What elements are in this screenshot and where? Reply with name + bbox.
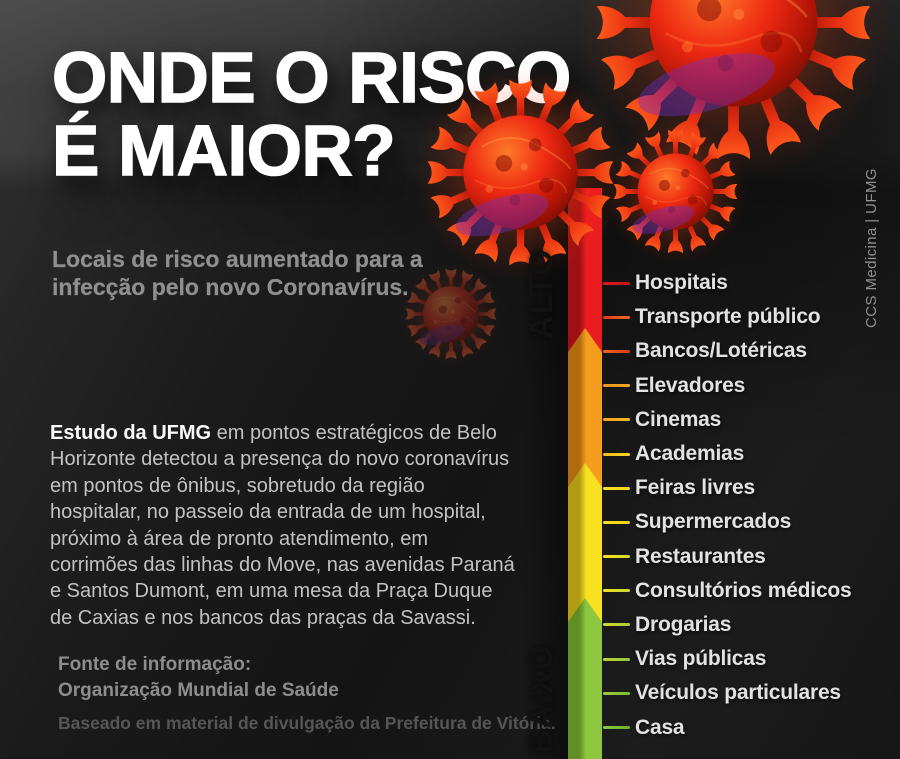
risk-location-label: Academias: [635, 442, 745, 466]
risk-list-item: Cinemas: [603, 403, 852, 437]
tick-mark-icon: [603, 418, 630, 422]
risk-bar-segment-medium-low: [568, 463, 602, 622]
tick-mark-icon: [603, 657, 630, 661]
tick-mark-icon: [603, 281, 630, 285]
risk-location-label: Feiras livres: [635, 476, 755, 500]
risk-list-item: Consultórios médicos: [603, 574, 852, 608]
tick-mark-icon: [603, 520, 630, 524]
risk-location-list: Hospitais Transporte público Bancos/Loté…: [603, 266, 852, 745]
risk-list-item: Vias públicas: [603, 642, 852, 676]
tick-mark-icon: [603, 623, 630, 627]
risk-bar-segment-medium-high: [568, 328, 602, 487]
risk-location-label: Vias públicas: [635, 647, 767, 671]
risk-list-item: Hospitais: [603, 266, 852, 300]
risk-list-item: Casa: [603, 710, 852, 744]
attribution-note: Baseado em material de divulgação da Pre…: [58, 713, 556, 733]
risk-list-item: Transporte público: [603, 300, 852, 334]
risk-list-item: Veículos particulares: [603, 676, 852, 710]
risk-list-item: Elevadores: [603, 369, 852, 403]
tick-mark-icon: [603, 726, 630, 730]
risk-list-item: Supermercados: [603, 505, 852, 539]
tick-mark-icon: [603, 315, 630, 319]
risk-location-label: Bancos/Lotéricas: [635, 339, 807, 363]
body-paragraph: Estudo da UFMG em pontos estratégicos de…: [50, 420, 520, 631]
tick-mark-icon: [603, 384, 630, 388]
tick-mark-icon: [603, 691, 630, 695]
body-text: em pontos estratégicos de Belo Horizonte…: [50, 422, 515, 629]
scale-low-label: BAIXO: [522, 644, 559, 754]
risk-location-label: Cinemas: [635, 407, 722, 431]
risk-location-label: Consultórios médicos: [635, 578, 852, 602]
scale-high-label: ALTO: [522, 248, 559, 340]
risk-location-label: Veículos particulares: [635, 681, 841, 705]
page-title-line2: É MAIOR?: [51, 112, 396, 192]
source-block: Fonte de informação: Organização Mundial…: [58, 652, 339, 703]
subtitle: Locais de risco aumentado para a infecçã…: [52, 246, 423, 300]
tick-mark-icon: [603, 452, 630, 456]
risk-list-item: Drogarias: [603, 608, 852, 642]
risk-list-item: Academias: [603, 437, 852, 471]
risk-location-label: Casa: [635, 715, 685, 739]
risk-bar-shadow: [522, 186, 568, 759]
tick-mark-icon: [603, 555, 630, 559]
tick-mark-icon: [603, 486, 630, 490]
tick-mark-icon: [603, 589, 630, 593]
risk-bar-segment-low: [568, 598, 602, 759]
credit-text: CCS Medicina | UFMG: [863, 168, 880, 328]
coronavirus-icon: [602, 118, 749, 265]
risk-location-label: Hospitais: [635, 271, 728, 295]
risk-location-label: Restaurantes: [635, 544, 766, 568]
risk-location-label: Transporte público: [635, 305, 821, 329]
risk-list-item: Restaurantes: [603, 540, 852, 574]
risk-list-item: Feiras livres: [603, 471, 852, 505]
risk-list-item: Bancos/Lotéricas: [603, 334, 852, 368]
tick-mark-icon: [603, 349, 630, 353]
source-label: Fonte de informação:: [58, 654, 252, 675]
risk-location-label: Supermercados: [635, 510, 792, 534]
body-lead: Estudo da UFMG: [50, 422, 212, 444]
risk-location-label: Drogarias: [635, 612, 732, 636]
risk-location-label: Elevadores: [635, 373, 746, 397]
source-value: Organização Mundial de Saúde: [58, 679, 339, 701]
